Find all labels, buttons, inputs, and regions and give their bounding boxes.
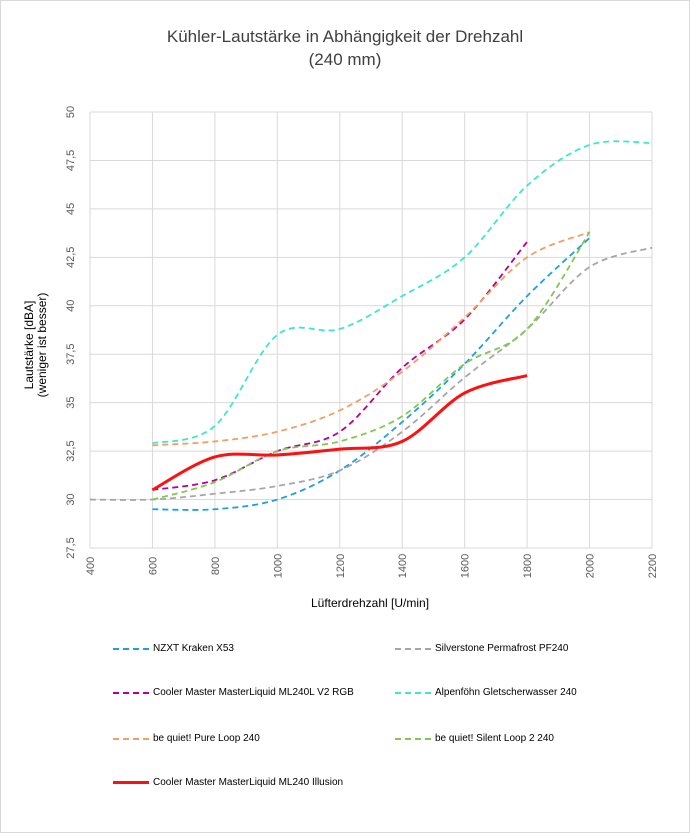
y-tick-label: 42,5: [65, 247, 77, 268]
y-tick-label: 40: [65, 300, 77, 312]
x-tick-label: 1800: [522, 554, 534, 578]
y-tick-label: 30: [65, 493, 77, 505]
x-tick-label: 1600: [460, 554, 472, 578]
y-tick-label: 37,5: [65, 344, 77, 365]
gridlines: [89, 111, 653, 549]
series-lines: [89, 140, 653, 511]
series-line-cooler-master-masterliquid-ml240-illusion: [151, 374, 528, 492]
x-tick-label: 1000: [272, 554, 284, 578]
y-tick-label: 27,5: [65, 537, 77, 558]
x-tick-label: 600: [147, 557, 159, 575]
y-axis-label-note: (weniger ist besser): [35, 293, 49, 398]
chart-title: Kühler-Lautstärke in Abhängigkeit der Dr…: [166, 27, 524, 46]
chart-subtitle: (240 mm): [308, 50, 382, 69]
series-line-be-quiet-pure-loop-240: [152, 231, 590, 447]
x-tick-label: 1200: [335, 554, 347, 578]
y-tick-label: 47,5: [65, 150, 77, 171]
x-tick-label: 400: [85, 557, 97, 575]
series-line-nzxt-kraken-x53: [152, 237, 591, 511]
y-tick-label: 32,5: [65, 440, 77, 461]
series-line-alpenf-hn-gletscherwasser-240: [152, 140, 653, 445]
y-tick-label: 35: [65, 397, 77, 409]
series-line-silverstone-permafrost-pf240: [89, 246, 653, 501]
series-line-be-quiet-silent-loop-2-240: [152, 231, 591, 501]
x-tick-labels: 400 600 800 1000 1200 1400 1600 1800 2000 2200: [85, 554, 659, 578]
x-tick-label: 2200: [647, 554, 659, 578]
y-axis-label: Lautstärke [dBA]: [22, 301, 36, 390]
x-tick-label: 1400: [397, 554, 409, 578]
series-line-cooler-master-masterliquid-ml240l-v2-rgb: [152, 241, 528, 491]
y-tick-labels: 27,5 30 32,5 35 37,5 40 42,5 45 47,5 50: [65, 106, 77, 559]
y-tick-label: 45: [65, 203, 77, 215]
y-tick-label: 50: [65, 106, 77, 118]
x-tick-label: 2000: [585, 554, 597, 578]
x-axis-label: Lüfterdrehzahl [U/min]: [311, 596, 429, 610]
x-tick-label: 800: [210, 557, 222, 575]
